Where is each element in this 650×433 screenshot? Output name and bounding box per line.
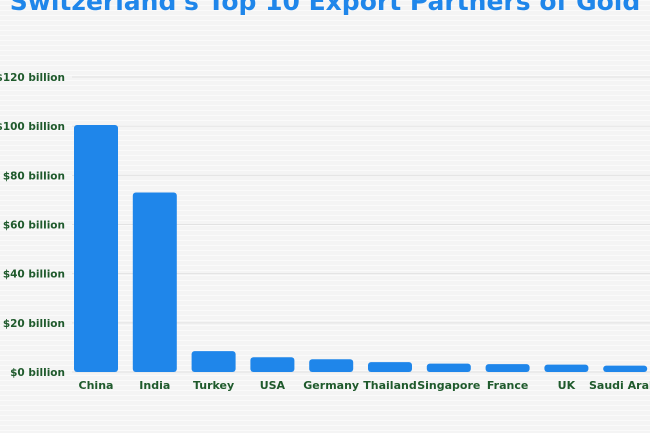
bar-saudi-arabia	[603, 366, 647, 372]
bar-turkey	[192, 351, 236, 372]
x-tick-label: Germany	[303, 379, 359, 392]
x-tick-label: China	[79, 379, 114, 392]
x-tick-label: Singapore	[417, 379, 480, 392]
x-tick-label: France	[487, 379, 528, 392]
bar-germany	[309, 359, 353, 372]
y-axis-ticks: $0 billion $20 billion $40 billion $60 bill…	[0, 72, 65, 379]
x-tick-label: India	[139, 379, 170, 392]
x-tick-label: USA	[260, 379, 286, 392]
x-tick-label: Saudi Arabia	[589, 379, 650, 392]
bar-singapore	[427, 364, 471, 372]
x-tick-label: Thailand	[363, 379, 416, 392]
bar-france	[486, 364, 530, 372]
bar-thailand	[368, 362, 412, 372]
y-tick-label: $40 billion	[3, 269, 65, 281]
y-tick-label: $0 billion	[10, 367, 65, 379]
y-tick-label: $80 billion	[3, 170, 65, 182]
bar-india	[133, 193, 177, 372]
y-tick-label: $120 billion	[0, 72, 65, 84]
bar-usa	[250, 357, 294, 372]
y-tick-label: $60 billion	[3, 220, 65, 232]
x-axis-ticks: China India Turkey USA Germany Thailand Singap…	[79, 379, 650, 392]
bar-china	[74, 125, 118, 372]
bars	[74, 125, 647, 372]
x-tick-label: Turkey	[193, 379, 234, 392]
y-tick-label: $20 billion	[3, 318, 65, 330]
bar-uk	[544, 365, 588, 372]
y-tick-label: $100 billion	[0, 121, 65, 133]
x-tick-label: UK	[558, 379, 576, 392]
